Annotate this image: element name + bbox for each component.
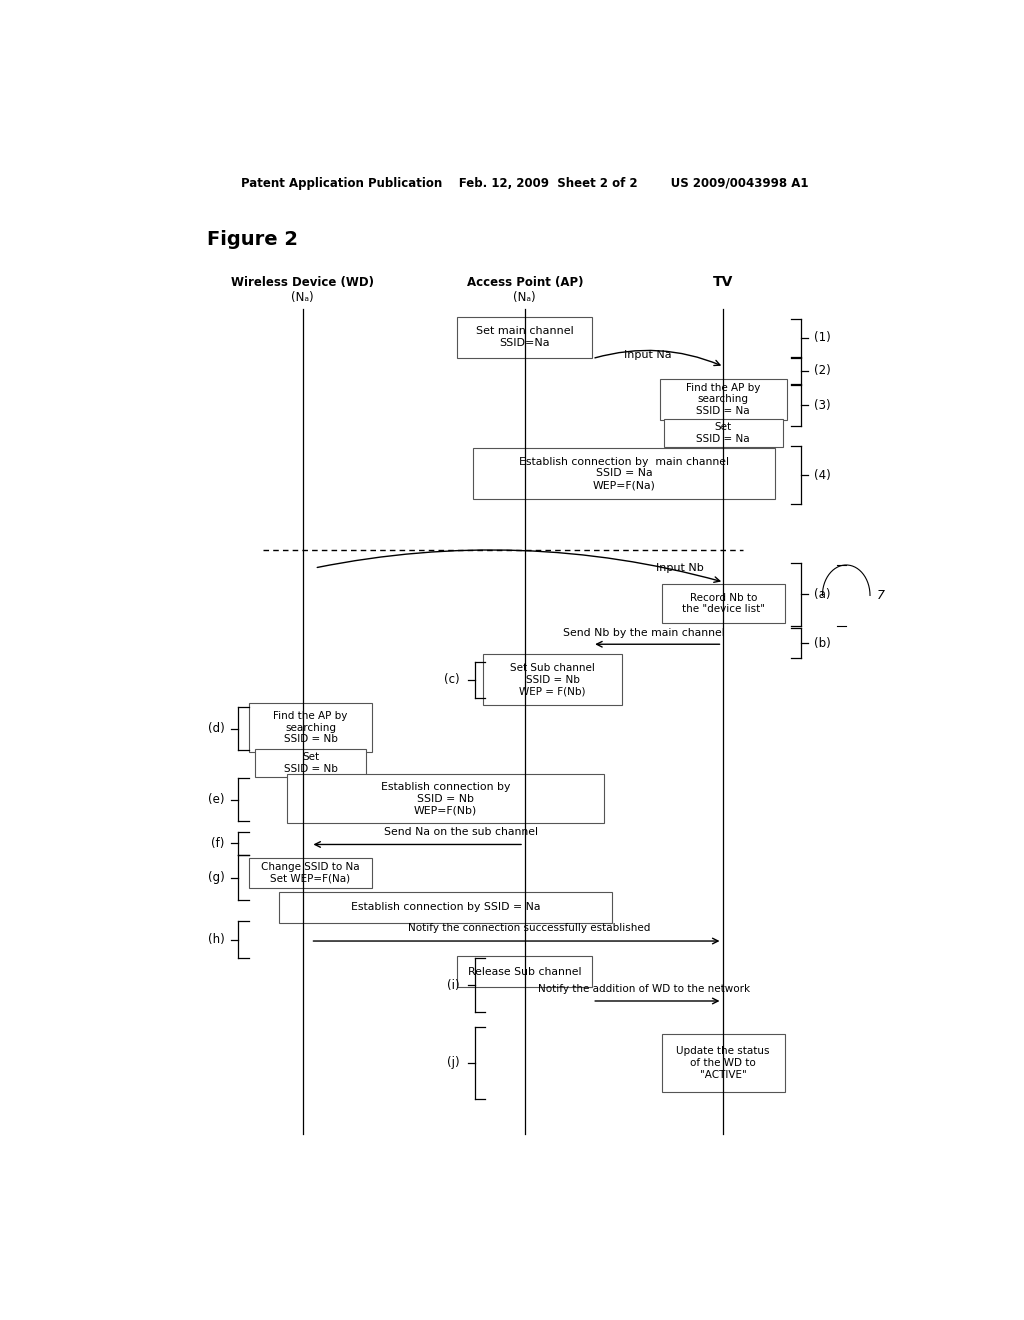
FancyBboxPatch shape (458, 956, 592, 987)
Text: (2): (2) (814, 364, 831, 378)
Text: Establish connection by  main channel
SSID = Na
WEP=F(Na): Establish connection by main channel SSI… (519, 457, 729, 490)
FancyBboxPatch shape (664, 418, 782, 447)
Text: (j): (j) (447, 1056, 460, 1069)
Text: 7: 7 (877, 589, 885, 602)
FancyBboxPatch shape (255, 748, 367, 777)
FancyBboxPatch shape (458, 317, 592, 358)
Text: Notify the addition of WD to the network: Notify the addition of WD to the network (538, 983, 750, 994)
Text: (e): (e) (208, 793, 225, 807)
Text: Patent Application Publication    Feb. 12, 2009  Sheet 2 of 2        US 2009/004: Patent Application Publication Feb. 12, … (241, 177, 809, 190)
Text: Set
SSID = Na: Set SSID = Na (696, 422, 750, 444)
Text: Release Sub channel: Release Sub channel (468, 966, 582, 977)
Text: Set
SSID = Nb: Set SSID = Nb (284, 752, 338, 774)
Text: (3): (3) (814, 399, 831, 412)
Text: Send Nb by the main channel: Send Nb by the main channel (563, 628, 725, 638)
FancyBboxPatch shape (659, 379, 786, 420)
Text: Access Point (AP): Access Point (AP) (467, 276, 583, 289)
Text: Set main channel
SSID=Na: Set main channel SSID=Na (476, 326, 573, 348)
FancyBboxPatch shape (662, 585, 784, 623)
Text: (c): (c) (444, 673, 460, 686)
FancyBboxPatch shape (287, 775, 604, 824)
FancyBboxPatch shape (483, 655, 622, 705)
Text: Send Na on the sub channel: Send Na on the sub channel (384, 828, 539, 837)
FancyBboxPatch shape (473, 447, 775, 499)
FancyBboxPatch shape (249, 858, 372, 888)
Text: (a): (a) (814, 587, 830, 601)
Text: Establish connection by
SSID = Nb
WEP=F(Nb): Establish connection by SSID = Nb WEP=F(… (381, 783, 510, 816)
FancyBboxPatch shape (279, 892, 612, 923)
Text: (b): (b) (814, 636, 831, 649)
Text: (h): (h) (208, 933, 225, 946)
Text: TV: TV (713, 276, 733, 289)
Text: Find the AP by
searching
SSID = Na: Find the AP by searching SSID = Na (686, 383, 761, 416)
Text: Notify the connection successfully established: Notify the connection successfully estab… (408, 923, 650, 933)
FancyBboxPatch shape (249, 704, 372, 752)
FancyBboxPatch shape (662, 1034, 784, 1093)
Text: (Nₐ): (Nₐ) (291, 292, 314, 304)
Text: Find the AP by
searching
SSID = Nb: Find the AP by searching SSID = Nb (273, 711, 348, 744)
Text: (d): (d) (208, 722, 225, 735)
Text: Change SSID to Na
Set WEP=F(Na): Change SSID to Na Set WEP=F(Na) (261, 862, 359, 883)
Text: Wireless Device (WD): Wireless Device (WD) (231, 276, 374, 289)
Text: (1): (1) (814, 331, 831, 345)
Text: Figure 2: Figure 2 (207, 230, 298, 249)
Text: (i): (i) (447, 978, 460, 991)
Text: (g): (g) (208, 871, 225, 884)
Text: (4): (4) (814, 469, 831, 482)
Text: Record Nb to
the "device list": Record Nb to the "device list" (682, 593, 765, 614)
Text: (Nₐ): (Nₐ) (513, 292, 537, 304)
Text: Set Sub channel
SSID = Nb
WEP = F(Nb): Set Sub channel SSID = Nb WEP = F(Nb) (510, 663, 595, 697)
Text: Input Na: Input Na (624, 350, 672, 359)
Text: (f): (f) (211, 837, 225, 850)
Text: Update the status
of the WD to
"ACTIVE": Update the status of the WD to "ACTIVE" (677, 1047, 770, 1080)
Text: Input Nb: Input Nb (655, 564, 703, 573)
Text: Establish connection by SSID = Na: Establish connection by SSID = Na (350, 903, 541, 912)
